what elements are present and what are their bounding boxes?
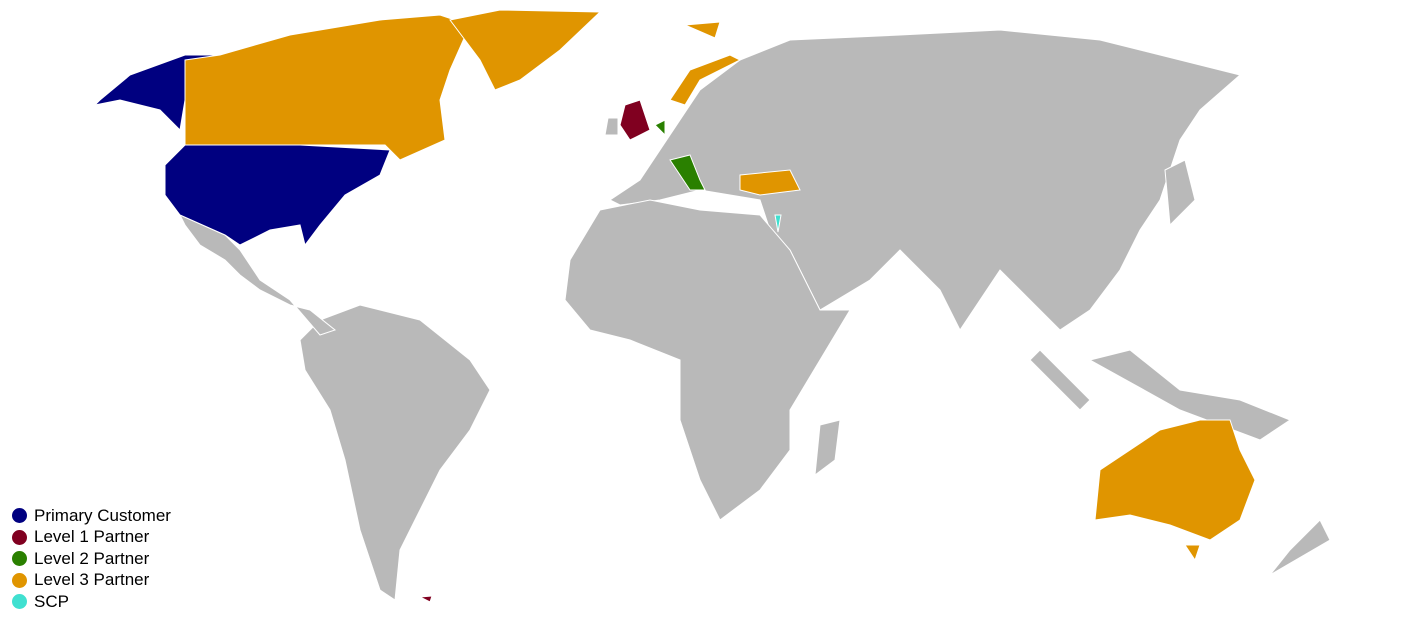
region-south-america	[299, 304, 491, 601]
region-israel	[774, 214, 782, 233]
legend-label: Level 1 Partner	[34, 527, 150, 547]
legend-label: Level 2 Partner	[34, 548, 150, 568]
legend-item-level-1-partner: Level 1 Partner	[12, 527, 171, 549]
region-norway	[669, 54, 742, 106]
legend-label: Level 3 Partner	[34, 570, 150, 590]
region-netherlands	[654, 119, 666, 137]
region-greenland	[449, 9, 602, 91]
legend-swatch	[12, 508, 27, 524]
legend-swatch	[12, 529, 27, 545]
region-sumatra	[1029, 349, 1091, 411]
legend-swatch	[12, 594, 27, 610]
region-falklands	[418, 595, 433, 603]
region-ireland	[604, 117, 619, 136]
region-japan	[1164, 159, 1196, 227]
legend-label: Primary Customer	[34, 505, 171, 525]
region-turkey	[739, 169, 801, 196]
legend-item-level-2-partner: Level 2 Partner	[12, 548, 171, 570]
legend-label: SCP	[34, 591, 69, 611]
region-italy	[669, 154, 706, 191]
legend-item-primary-customer: Primary Customer	[12, 505, 171, 527]
legend-item-level-3-partner: Level 3 Partner	[12, 570, 171, 592]
legend-swatch	[12, 551, 27, 567]
region-africa	[564, 199, 851, 521]
legend-item-scp: SCP	[12, 591, 171, 613]
region-svalbard	[684, 21, 721, 39]
region-se-asia-islands	[1088, 349, 1292, 441]
region-usa	[164, 144, 391, 247]
region-central-america	[178, 213, 337, 336]
region-australia	[1094, 419, 1256, 541]
region-new-zealand	[1269, 519, 1331, 576]
region-madagascar	[814, 419, 841, 477]
region-tasmania	[1184, 544, 1201, 562]
legend: Primary Customer Level 1 Partner Level 2…	[12, 505, 171, 613]
legend-swatch	[12, 572, 27, 588]
region-uk	[619, 99, 651, 141]
region-canada	[184, 14, 471, 161]
